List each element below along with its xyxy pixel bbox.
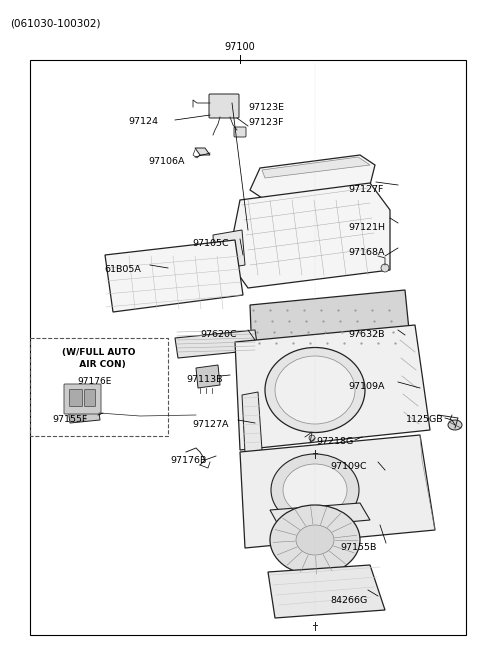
- Text: 97105C: 97105C: [192, 239, 228, 248]
- Ellipse shape: [296, 525, 334, 555]
- Text: 1125GB: 1125GB: [406, 415, 444, 424]
- Polygon shape: [195, 148, 210, 155]
- Ellipse shape: [271, 454, 359, 526]
- FancyBboxPatch shape: [84, 390, 96, 407]
- Polygon shape: [175, 330, 258, 358]
- FancyBboxPatch shape: [234, 127, 246, 137]
- Polygon shape: [250, 290, 410, 356]
- Polygon shape: [242, 392, 262, 453]
- Text: 97176E: 97176E: [78, 377, 112, 386]
- Text: 97100: 97100: [225, 42, 255, 52]
- Ellipse shape: [270, 505, 360, 575]
- Text: 97168A: 97168A: [348, 248, 384, 257]
- Polygon shape: [196, 365, 220, 388]
- Text: 97123F: 97123F: [248, 118, 284, 127]
- Text: 97127A: 97127A: [192, 420, 228, 429]
- Polygon shape: [70, 408, 86, 422]
- Text: 97109A: 97109A: [348, 382, 384, 391]
- Text: 97113B: 97113B: [186, 375, 223, 384]
- FancyBboxPatch shape: [209, 94, 239, 118]
- Text: 84266G: 84266G: [330, 596, 367, 605]
- Polygon shape: [105, 240, 243, 312]
- Ellipse shape: [283, 464, 347, 516]
- Bar: [30, 60, 466, 635]
- Text: (061030-100302): (061030-100302): [10, 18, 100, 28]
- Ellipse shape: [448, 420, 462, 430]
- Text: 97121H: 97121H: [348, 223, 385, 232]
- Polygon shape: [270, 503, 370, 528]
- Text: 97123E: 97123E: [248, 103, 284, 112]
- Text: 97127F: 97127F: [348, 185, 384, 194]
- Text: 61B05A: 61B05A: [104, 265, 141, 274]
- Circle shape: [381, 264, 389, 272]
- Polygon shape: [68, 405, 100, 423]
- Text: 97176B: 97176B: [170, 456, 206, 465]
- Ellipse shape: [265, 348, 365, 432]
- Text: 97124: 97124: [128, 117, 158, 126]
- Polygon shape: [262, 157, 370, 178]
- Ellipse shape: [275, 356, 355, 424]
- Text: AIR CON): AIR CON): [72, 360, 125, 369]
- Polygon shape: [213, 230, 245, 270]
- Text: 97106A: 97106A: [148, 157, 184, 166]
- Text: 97632B: 97632B: [348, 330, 384, 339]
- FancyBboxPatch shape: [64, 384, 101, 414]
- FancyBboxPatch shape: [70, 390, 83, 407]
- Polygon shape: [240, 435, 435, 548]
- Text: (W/FULL AUTO: (W/FULL AUTO: [62, 348, 136, 357]
- Text: 97155B: 97155B: [340, 543, 376, 552]
- Text: 97109C: 97109C: [330, 462, 367, 471]
- Bar: [30, 338, 168, 436]
- Polygon shape: [268, 565, 385, 618]
- Polygon shape: [228, 183, 390, 288]
- Text: 97218G: 97218G: [316, 437, 353, 446]
- Text: 97155F: 97155F: [52, 415, 87, 424]
- Circle shape: [309, 435, 315, 441]
- Polygon shape: [235, 325, 430, 450]
- Polygon shape: [250, 155, 375, 200]
- Text: 97620C: 97620C: [200, 330, 237, 339]
